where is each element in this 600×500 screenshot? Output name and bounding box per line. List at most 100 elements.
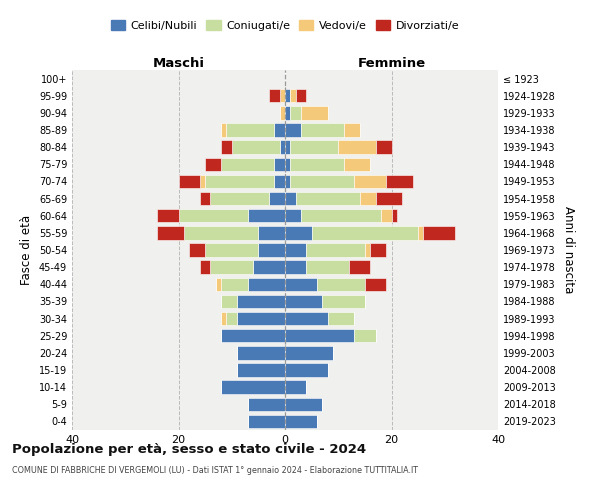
- Bar: [184, 226, 259, 239]
- Bar: [205, 244, 259, 256]
- Bar: [221, 312, 226, 326]
- Bar: [237, 364, 285, 376]
- Bar: [226, 124, 274, 136]
- Bar: [274, 174, 285, 188]
- Text: Maschi: Maschi: [152, 57, 205, 70]
- Bar: [179, 209, 248, 222]
- Bar: [269, 89, 280, 102]
- Bar: [221, 278, 248, 291]
- Bar: [221, 294, 237, 308]
- Bar: [205, 158, 221, 171]
- Bar: [285, 398, 322, 411]
- Bar: [285, 364, 328, 376]
- Bar: [200, 174, 205, 188]
- Bar: [290, 158, 344, 171]
- Bar: [285, 329, 354, 342]
- Bar: [285, 106, 290, 120]
- Bar: [285, 158, 290, 171]
- Bar: [232, 140, 280, 154]
- Bar: [274, 158, 285, 171]
- Bar: [328, 312, 354, 326]
- Bar: [211, 192, 269, 205]
- Bar: [274, 124, 285, 136]
- Bar: [285, 312, 328, 326]
- Text: COMUNE DI FABBRICHE DI VERGEMOLI (LU) - Dati ISTAT 1° gennaio 2024 - Elaborazion: COMUNE DI FABBRICHE DI VERGEMOLI (LU) - …: [12, 466, 418, 475]
- Bar: [237, 294, 285, 308]
- Bar: [221, 124, 226, 136]
- Bar: [189, 244, 205, 256]
- Bar: [376, 140, 392, 154]
- Bar: [376, 192, 402, 205]
- Bar: [285, 294, 322, 308]
- Bar: [301, 124, 344, 136]
- Bar: [296, 89, 306, 102]
- Bar: [344, 158, 370, 171]
- Bar: [248, 414, 285, 428]
- Bar: [285, 346, 333, 360]
- Bar: [280, 106, 285, 120]
- Bar: [349, 260, 370, 274]
- Bar: [221, 380, 285, 394]
- Bar: [285, 226, 311, 239]
- Bar: [285, 414, 317, 428]
- Bar: [157, 209, 179, 222]
- Bar: [307, 244, 365, 256]
- Bar: [418, 226, 424, 239]
- Bar: [338, 140, 376, 154]
- Bar: [381, 209, 392, 222]
- Bar: [317, 278, 365, 291]
- Bar: [259, 244, 285, 256]
- Bar: [221, 158, 274, 171]
- Bar: [226, 312, 237, 326]
- Y-axis label: Anni di nascita: Anni di nascita: [562, 206, 575, 294]
- Bar: [311, 226, 418, 239]
- Bar: [392, 209, 397, 222]
- Bar: [290, 89, 296, 102]
- Bar: [285, 140, 290, 154]
- Bar: [285, 380, 307, 394]
- Bar: [307, 260, 349, 274]
- Bar: [365, 278, 386, 291]
- Bar: [285, 209, 301, 222]
- Bar: [290, 140, 338, 154]
- Bar: [296, 192, 359, 205]
- Bar: [365, 244, 370, 256]
- Bar: [354, 329, 376, 342]
- Bar: [211, 260, 253, 274]
- Bar: [280, 89, 285, 102]
- Bar: [370, 244, 386, 256]
- Y-axis label: Fasce di età: Fasce di età: [20, 215, 33, 285]
- Bar: [200, 192, 211, 205]
- Bar: [221, 140, 232, 154]
- Bar: [200, 260, 211, 274]
- Bar: [386, 174, 413, 188]
- Bar: [301, 209, 381, 222]
- Bar: [285, 278, 317, 291]
- Bar: [237, 312, 285, 326]
- Bar: [259, 226, 285, 239]
- Bar: [285, 124, 301, 136]
- Bar: [285, 244, 307, 256]
- Bar: [221, 329, 285, 342]
- Bar: [285, 89, 290, 102]
- Bar: [205, 174, 274, 188]
- Bar: [248, 209, 285, 222]
- Bar: [253, 260, 285, 274]
- Bar: [280, 140, 285, 154]
- Bar: [322, 294, 365, 308]
- Bar: [301, 106, 328, 120]
- Bar: [237, 346, 285, 360]
- Bar: [359, 192, 376, 205]
- Text: Popolazione per età, sesso e stato civile - 2024: Popolazione per età, sesso e stato civil…: [12, 442, 366, 456]
- Bar: [179, 174, 200, 188]
- Bar: [285, 174, 290, 188]
- Bar: [285, 192, 296, 205]
- Bar: [248, 278, 285, 291]
- Legend: Celibi/Nubili, Coniugati/e, Vedovi/e, Divorziati/e: Celibi/Nubili, Coniugati/e, Vedovi/e, Di…: [110, 20, 460, 30]
- Bar: [285, 260, 307, 274]
- Bar: [269, 192, 285, 205]
- Bar: [157, 226, 184, 239]
- Bar: [354, 174, 386, 188]
- Bar: [216, 278, 221, 291]
- Bar: [290, 106, 301, 120]
